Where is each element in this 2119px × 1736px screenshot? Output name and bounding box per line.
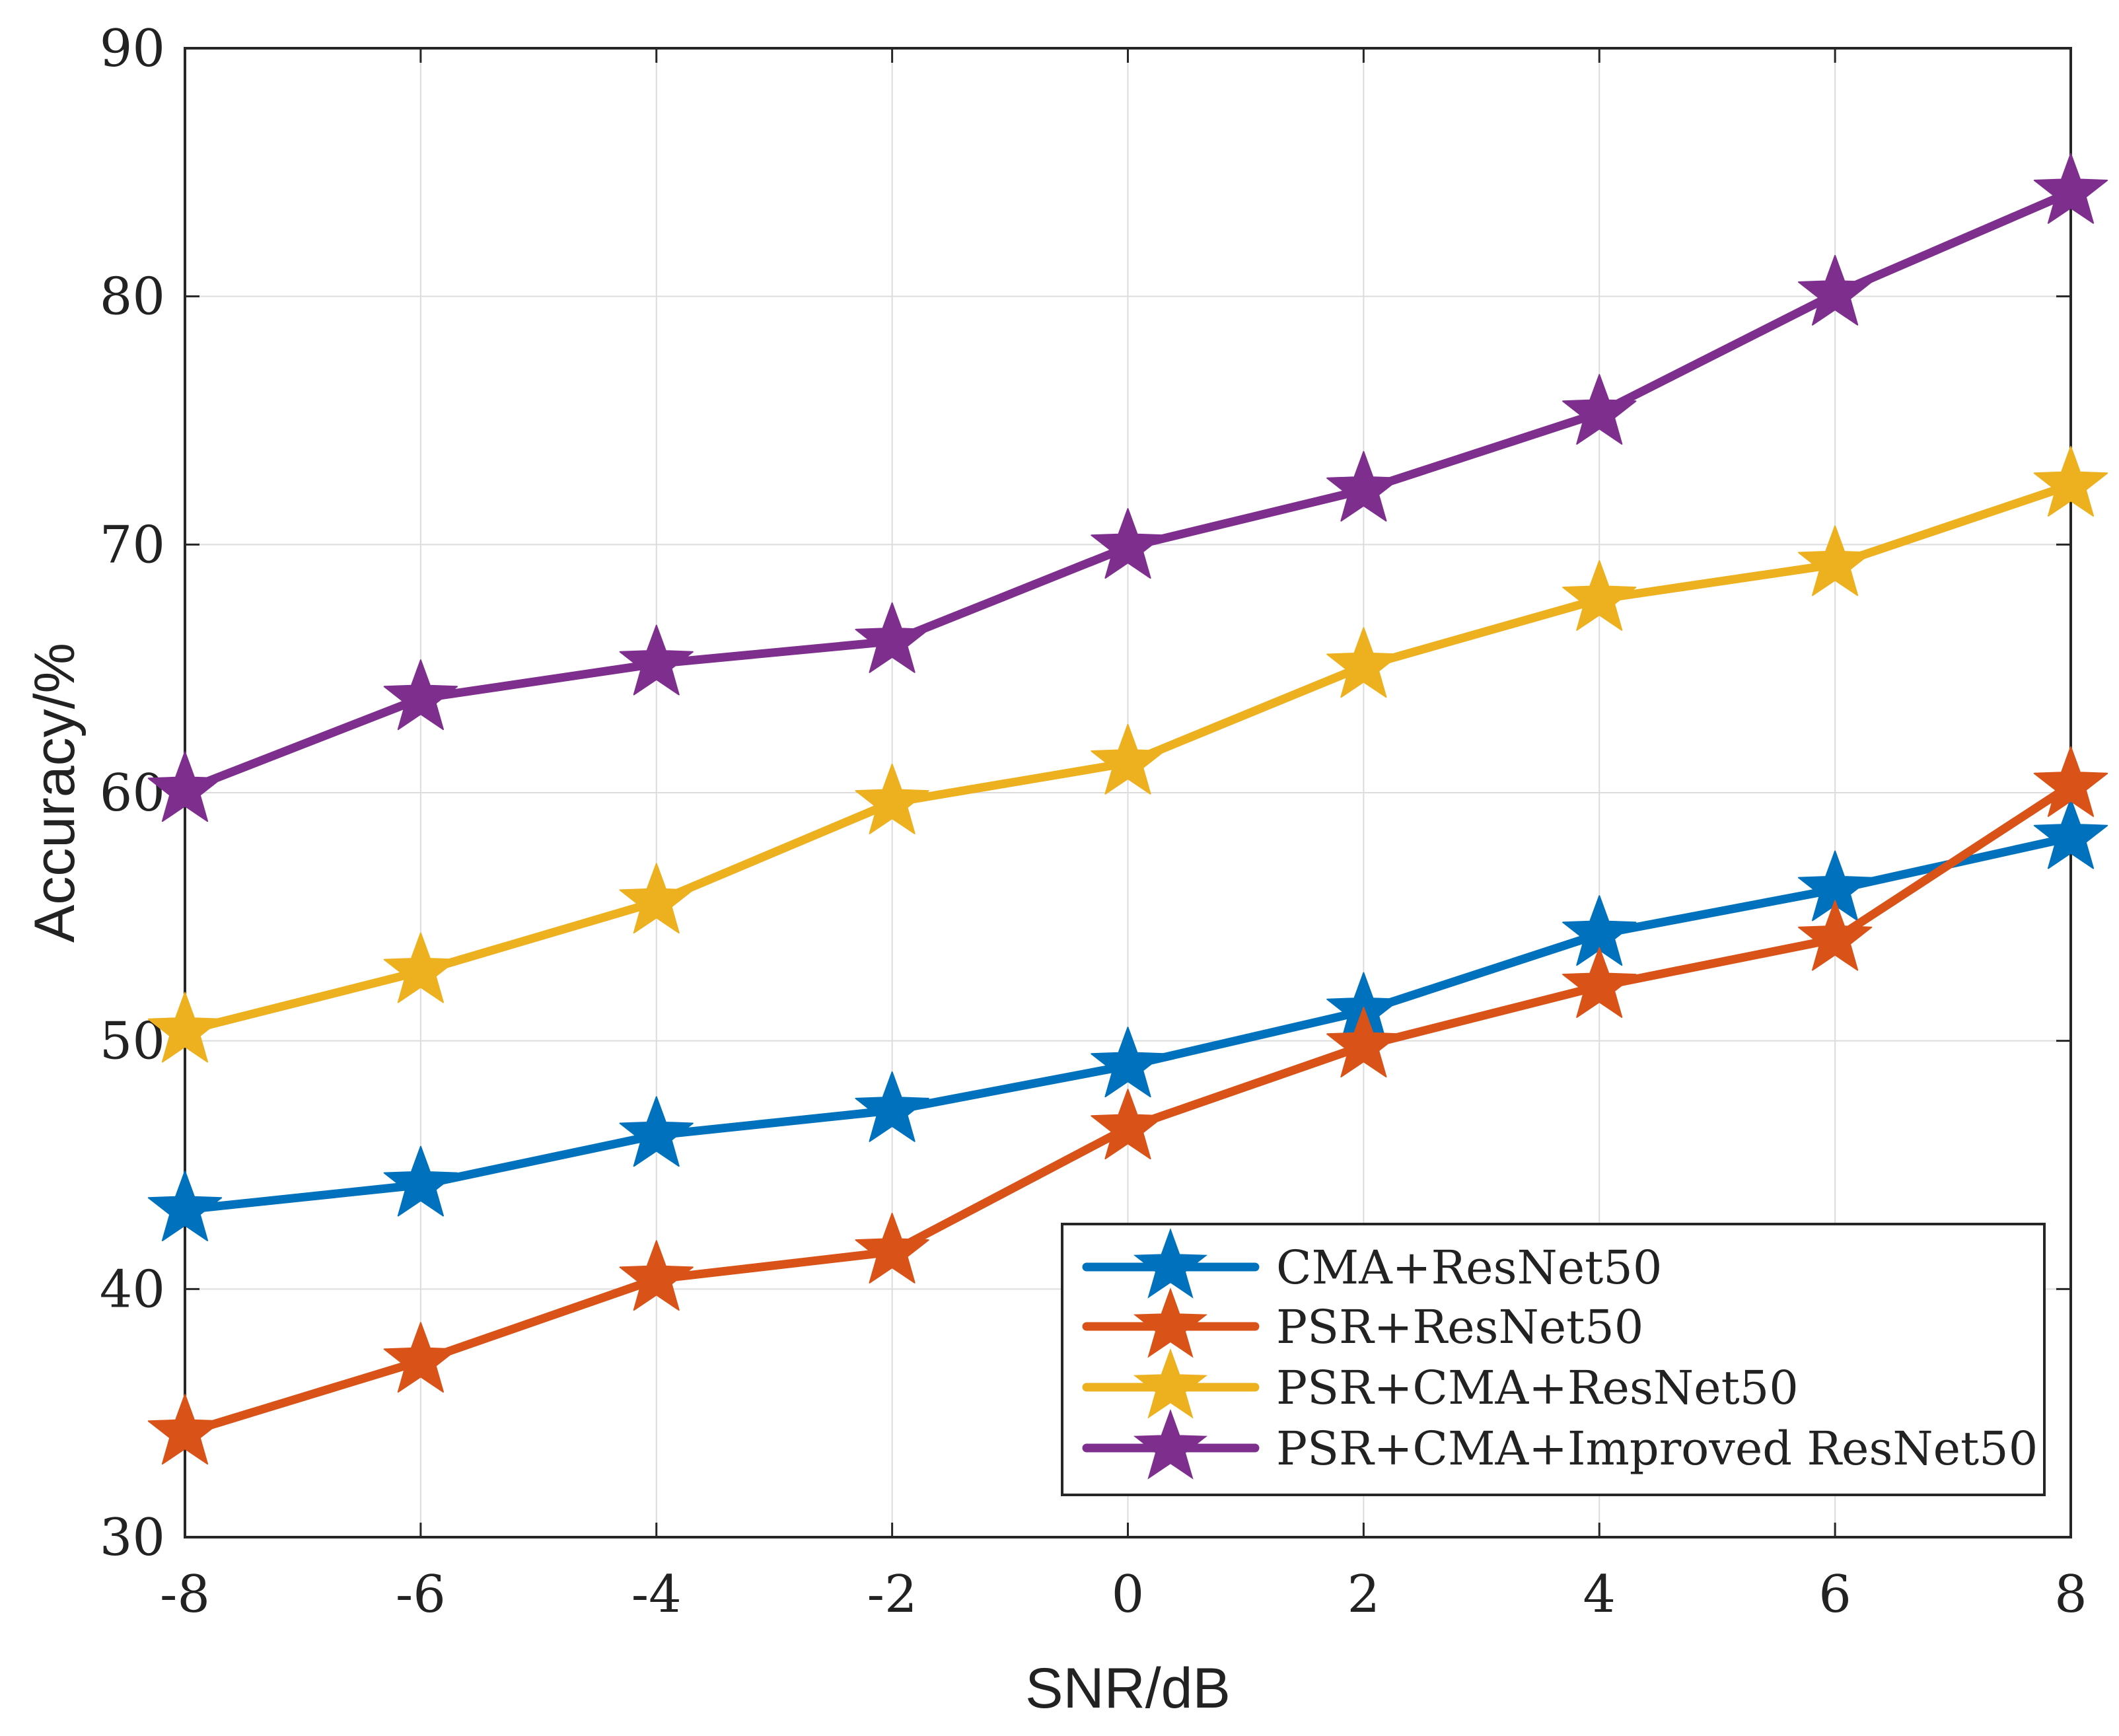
data-point (1091, 508, 1165, 579)
data-point (1326, 627, 1401, 698)
data-point (2033, 746, 2108, 817)
y-tick-label: 70 (100, 515, 165, 575)
legend-entry: PSR+CMA+Improved ResNet50 (1082, 1409, 2038, 1480)
data-point (619, 1096, 694, 1167)
x-tick-label: -8 (160, 1565, 210, 1624)
data-point (1091, 723, 1165, 795)
x-tick-label: 8 (2054, 1565, 2087, 1624)
data-point (147, 1171, 223, 1241)
y-tick-label: 60 (100, 764, 165, 823)
y-tick-label: 40 (100, 1260, 165, 1319)
series-psr-cma-resnet50 (147, 446, 2108, 1063)
x-tick-label: -2 (867, 1565, 917, 1624)
legend-entry: PSR+ResNet50 (1082, 1287, 1643, 1358)
data-point (1562, 560, 1637, 631)
x-tick-label: 0 (1112, 1565, 1145, 1624)
legend-label: PSR+CMA+ResNet50 (1276, 1361, 1799, 1415)
data-point (2033, 153, 2108, 224)
data-point (1562, 947, 1637, 1018)
x-tick-label: -4 (631, 1565, 682, 1624)
data-point (1326, 451, 1401, 522)
data-point (383, 1145, 458, 1217)
series-psr-resnet50 (147, 746, 2108, 1465)
y-tick-label: 30 (100, 1508, 165, 1568)
data-point (855, 1213, 929, 1284)
legend-label: CMA+ResNet50 (1276, 1241, 1662, 1295)
legend-entry: PSR+CMA+ResNet50 (1082, 1348, 1799, 1419)
data-point (147, 751, 223, 822)
y-tick-label: 80 (100, 268, 165, 327)
data-point (1562, 374, 1637, 445)
data-point (1091, 1027, 1165, 1098)
legend-star-marker (1133, 1228, 1208, 1299)
data-point (1798, 525, 1873, 597)
legend-label: PSR+ResNet50 (1276, 1300, 1643, 1354)
x-tick-label: 6 (1818, 1565, 1851, 1624)
legend-entry: CMA+ResNet50 (1082, 1228, 1662, 1299)
data-point (855, 1071, 929, 1142)
x-axis-title: SNR/dB (1025, 1657, 1231, 1720)
data-point (383, 659, 458, 731)
y-tick-label: 90 (100, 19, 165, 79)
y-axis-title: Accuracy/% (23, 643, 87, 943)
data-point (2033, 798, 2108, 869)
x-tick-label: 4 (1583, 1565, 1616, 1624)
x-tick-label: 2 (1347, 1565, 1381, 1624)
legend-star-marker (1133, 1348, 1208, 1419)
data-point (855, 602, 929, 673)
data-point (383, 932, 458, 1003)
data-point (383, 1322, 458, 1393)
data-point (1326, 1007, 1401, 1078)
series-psr-cma-improved-resnet50 (147, 153, 2108, 822)
legend-star-marker (1133, 1409, 1208, 1480)
data-point (2033, 446, 2108, 517)
data-point (619, 624, 694, 696)
legend-star-marker (1133, 1287, 1208, 1358)
data-point (147, 1394, 223, 1465)
series-group (147, 153, 2108, 1465)
legend-label: PSR+CMA+Improved ResNet50 (1276, 1422, 2038, 1476)
data-point (1091, 1089, 1165, 1160)
x-tick-label: -6 (396, 1565, 446, 1624)
data-point (619, 1240, 694, 1311)
data-point (855, 764, 929, 834)
data-point (1798, 254, 1873, 326)
data-point (147, 992, 223, 1063)
data-point (1798, 900, 1873, 971)
data-point (619, 863, 694, 934)
